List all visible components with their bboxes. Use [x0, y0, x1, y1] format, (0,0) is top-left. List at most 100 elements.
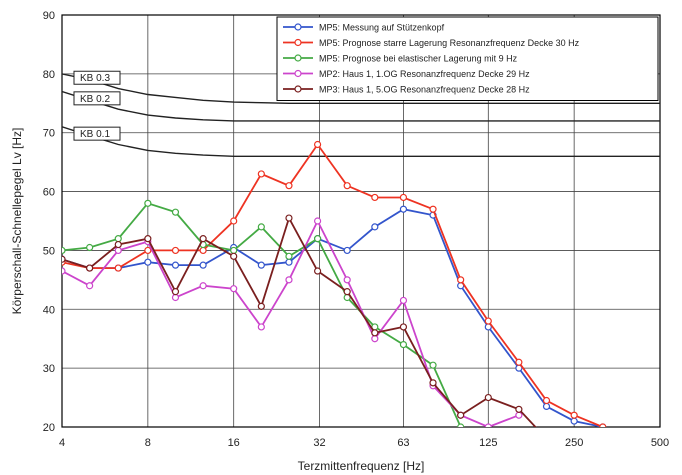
x-tick-label: 63 — [397, 437, 409, 449]
series-point — [199, 261, 207, 269]
x-axis-label: Terzmittenfrequenz [Hz] — [298, 459, 425, 473]
reference-curve — [62, 90, 660, 122]
y-tick-label: 70 — [43, 128, 55, 140]
series-point — [285, 258, 293, 266]
series-point — [230, 217, 238, 225]
legend-entry: MP2: Haus 1, 1.OG Resonanzfrequenz Decke… — [319, 69, 530, 79]
x-tick-label: 125 — [479, 437, 497, 449]
series-point — [285, 214, 293, 222]
series-point — [144, 199, 152, 207]
series-point — [230, 285, 238, 293]
series-point — [114, 240, 122, 249]
series-line — [62, 142, 604, 427]
series-point — [457, 423, 465, 427]
series-point — [313, 217, 322, 225]
reference-label-box — [73, 70, 121, 85]
y-tick-label: 30 — [43, 363, 55, 375]
x-tick-label: 16 — [228, 437, 240, 449]
series-point — [542, 402, 551, 410]
series-point — [399, 341, 408, 349]
series-point — [457, 276, 465, 284]
series-point — [86, 282, 94, 290]
series-line — [62, 208, 603, 427]
series-point — [86, 243, 94, 252]
reference-label: KB 0.1 — [80, 129, 110, 140]
series-point — [171, 208, 180, 216]
series-point — [199, 282, 207, 290]
series-point — [399, 323, 408, 331]
series-point — [285, 252, 293, 260]
series-point — [399, 205, 408, 213]
legend-swatch-marker — [294, 85, 302, 93]
series-point — [371, 223, 379, 231]
x-tick-label: 32 — [313, 437, 325, 449]
series-point — [570, 417, 578, 425]
series-point — [399, 193, 408, 202]
series-point — [484, 423, 492, 427]
reference-curve — [62, 73, 660, 105]
plot-frame — [61, 14, 661, 428]
series-point — [429, 361, 437, 369]
series-point — [313, 140, 322, 149]
series-point — [285, 182, 293, 190]
legend-entry: MP5: Prognose starre Lagerung Resonanzfr… — [319, 38, 580, 48]
series-point — [515, 358, 523, 366]
series-point — [114, 235, 122, 243]
reference-label-box — [73, 126, 121, 141]
series-point — [484, 393, 492, 402]
x-tick-label: 500 — [651, 437, 669, 449]
series-point — [542, 396, 551, 405]
series-point — [343, 182, 351, 190]
x-tick-label: 4 — [59, 437, 65, 449]
series-point — [171, 246, 180, 255]
series-point — [144, 258, 152, 266]
legend-entry: MP5: Messung auf Stützenkopf — [319, 23, 445, 33]
series-point — [457, 411, 465, 419]
series-line — [62, 202, 462, 427]
series-point — [114, 246, 122, 255]
series-point — [371, 193, 379, 202]
series-point — [484, 317, 492, 325]
y-tick-label: 40 — [43, 304, 55, 316]
y-axis-label: Körperschall-Schnellepegel Lv [Hz] — [10, 128, 24, 315]
series-point — [62, 246, 66, 255]
series-point — [199, 246, 207, 255]
series-point — [570, 411, 578, 419]
reference-label-box — [73, 91, 121, 106]
series-point — [343, 246, 351, 255]
series-point — [62, 267, 66, 275]
legend-entry: MP3: Haus 1, 5.OG Resonanzfrequenz Decke… — [319, 85, 530, 95]
series-point — [257, 302, 265, 310]
series-point — [371, 329, 379, 337]
x-tick-label: 250 — [565, 437, 583, 449]
series-point — [371, 335, 379, 343]
series-point — [429, 379, 437, 387]
y-tick-label: 90 — [43, 10, 55, 22]
series-point — [257, 323, 265, 331]
y-tick-label: 50 — [43, 245, 55, 257]
reference-label: KB 0.2 — [80, 94, 110, 105]
series-point — [257, 170, 265, 178]
legend-box — [276, 16, 659, 101]
series-point — [114, 264, 122, 272]
y-tick-label: 60 — [43, 187, 55, 199]
series-point — [257, 261, 265, 269]
series-point — [599, 423, 607, 427]
series-point — [144, 246, 152, 255]
y-tick-label: 80 — [43, 69, 55, 81]
series-point — [429, 205, 437, 213]
series-point — [86, 264, 94, 272]
series-point — [515, 411, 523, 419]
series-point — [62, 255, 66, 263]
legend-swatch-marker — [294, 38, 302, 47]
series-point — [230, 246, 238, 255]
series-line — [62, 215, 537, 427]
series-point — [257, 223, 265, 231]
series-point — [144, 235, 152, 243]
legend-entry: MP5: Prognose bei elastischer Lagerung m… — [319, 54, 518, 64]
legend-swatch-marker — [294, 69, 302, 78]
series-point — [171, 288, 180, 296]
series-point — [313, 235, 322, 243]
